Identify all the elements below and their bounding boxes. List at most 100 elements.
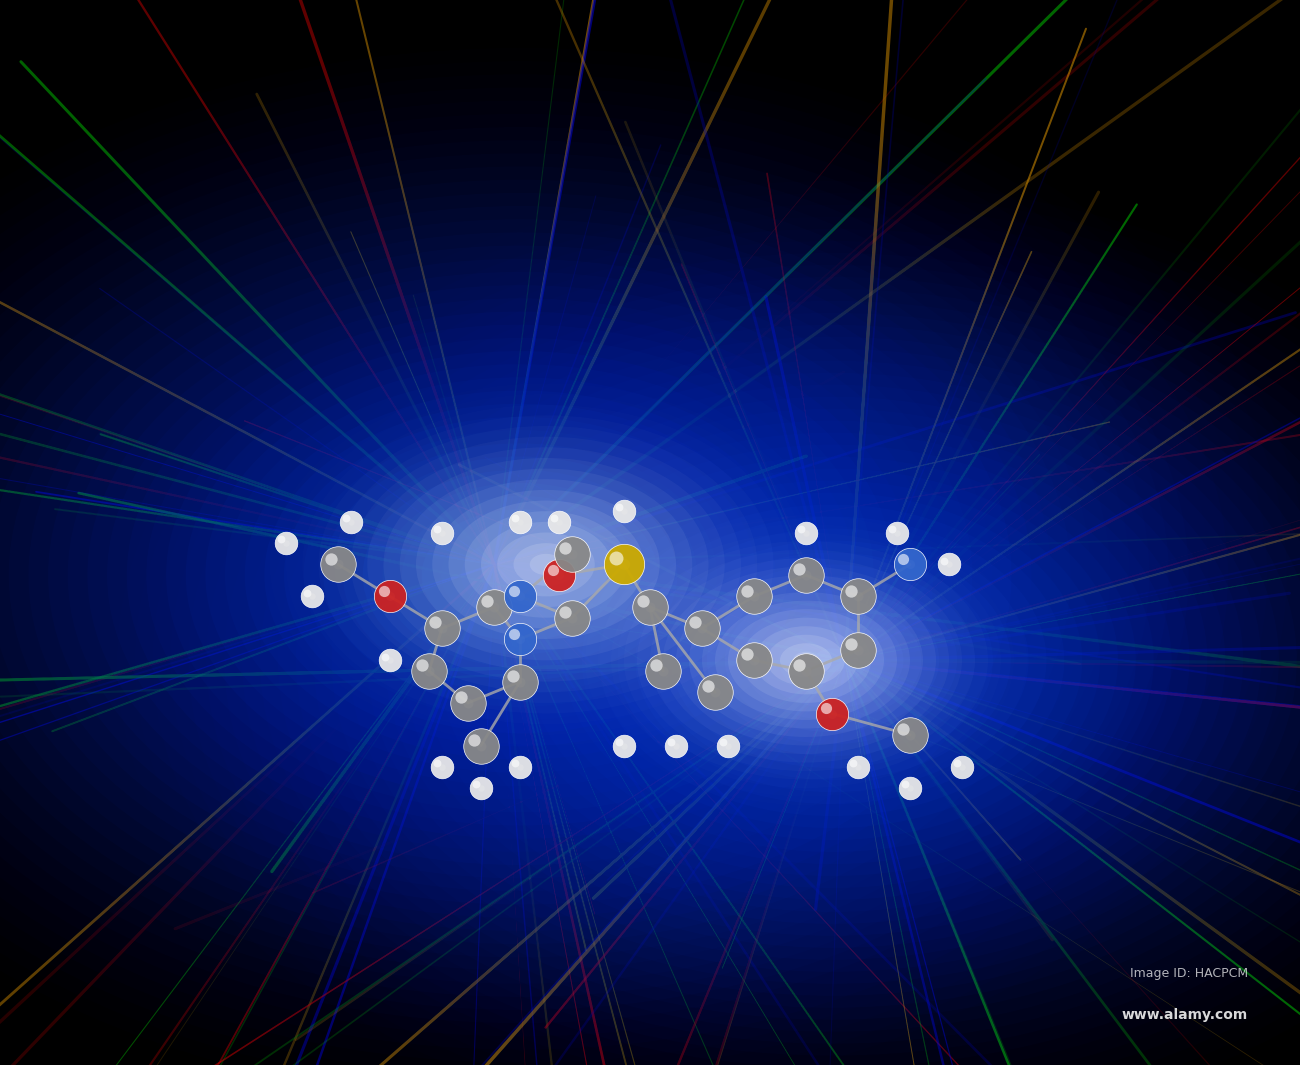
Point xyxy=(335,510,356,527)
Ellipse shape xyxy=(528,457,1136,864)
Point xyxy=(426,754,447,771)
Point xyxy=(432,758,452,775)
Point xyxy=(848,758,868,775)
Point xyxy=(503,625,524,642)
Point xyxy=(608,498,629,517)
Point xyxy=(939,556,959,573)
Point xyxy=(892,720,913,737)
Point xyxy=(653,662,673,679)
Ellipse shape xyxy=(421,509,619,641)
Point xyxy=(666,737,686,754)
Point xyxy=(640,599,660,616)
Point xyxy=(796,662,816,679)
Point xyxy=(736,581,757,599)
Point xyxy=(484,599,504,616)
Ellipse shape xyxy=(725,588,939,733)
Ellipse shape xyxy=(767,635,845,686)
Point xyxy=(796,524,816,541)
Ellipse shape xyxy=(707,576,957,744)
Ellipse shape xyxy=(465,511,627,618)
Ellipse shape xyxy=(382,482,658,668)
Point xyxy=(476,592,497,609)
Point xyxy=(471,737,491,754)
Ellipse shape xyxy=(636,528,1028,792)
Point xyxy=(744,588,764,605)
Point xyxy=(296,584,317,601)
Point xyxy=(844,754,865,771)
Point xyxy=(510,588,530,605)
Point xyxy=(887,524,907,541)
Point xyxy=(328,556,348,573)
Point xyxy=(714,734,734,751)
Point xyxy=(796,524,816,541)
Ellipse shape xyxy=(741,618,871,703)
Point xyxy=(549,567,569,584)
Point xyxy=(543,510,564,527)
Ellipse shape xyxy=(582,492,1082,829)
Point xyxy=(614,556,634,573)
Point xyxy=(504,510,525,527)
Ellipse shape xyxy=(283,416,757,733)
Point xyxy=(790,521,811,538)
Point xyxy=(554,539,575,556)
Point xyxy=(380,588,400,605)
Point xyxy=(848,641,868,658)
Ellipse shape xyxy=(324,443,716,707)
Ellipse shape xyxy=(500,562,540,588)
Ellipse shape xyxy=(671,553,993,768)
Point xyxy=(900,726,920,743)
Point xyxy=(632,592,653,609)
Point xyxy=(510,758,530,775)
Point xyxy=(562,545,582,562)
Point xyxy=(614,503,634,520)
Point xyxy=(302,588,322,605)
Point xyxy=(848,588,868,605)
Ellipse shape xyxy=(432,490,659,639)
Point xyxy=(685,613,706,630)
Point xyxy=(692,620,712,637)
Point xyxy=(894,775,915,792)
Ellipse shape xyxy=(793,652,819,669)
Point xyxy=(450,688,471,705)
Ellipse shape xyxy=(244,391,796,759)
Ellipse shape xyxy=(462,536,578,615)
Point xyxy=(893,551,914,568)
Ellipse shape xyxy=(754,626,858,694)
Point xyxy=(380,652,400,669)
Ellipse shape xyxy=(225,377,815,773)
Point xyxy=(419,662,439,679)
Point xyxy=(510,513,530,530)
Point xyxy=(426,521,447,538)
Point xyxy=(302,588,322,605)
Ellipse shape xyxy=(796,637,868,685)
Point xyxy=(692,620,712,637)
Point xyxy=(432,524,452,541)
Point xyxy=(471,737,491,754)
Ellipse shape xyxy=(402,496,638,654)
Point xyxy=(900,556,920,573)
Point xyxy=(341,513,361,530)
Point xyxy=(796,567,816,584)
Point xyxy=(419,662,439,679)
Point xyxy=(510,630,530,648)
Ellipse shape xyxy=(530,554,562,575)
Point xyxy=(554,603,575,620)
Point xyxy=(562,545,582,562)
Point xyxy=(788,656,809,674)
Point xyxy=(705,684,725,701)
Point xyxy=(900,726,920,743)
Point xyxy=(504,754,525,771)
Point xyxy=(744,652,764,669)
Point xyxy=(848,588,868,605)
Ellipse shape xyxy=(702,592,910,728)
Point xyxy=(373,583,394,600)
Point xyxy=(744,588,764,605)
Ellipse shape xyxy=(760,612,904,708)
Point xyxy=(614,556,634,573)
Point xyxy=(646,656,667,674)
Ellipse shape xyxy=(814,649,850,672)
Point xyxy=(510,673,530,690)
Ellipse shape xyxy=(599,505,1065,816)
Point xyxy=(510,513,530,530)
Point xyxy=(640,599,660,616)
